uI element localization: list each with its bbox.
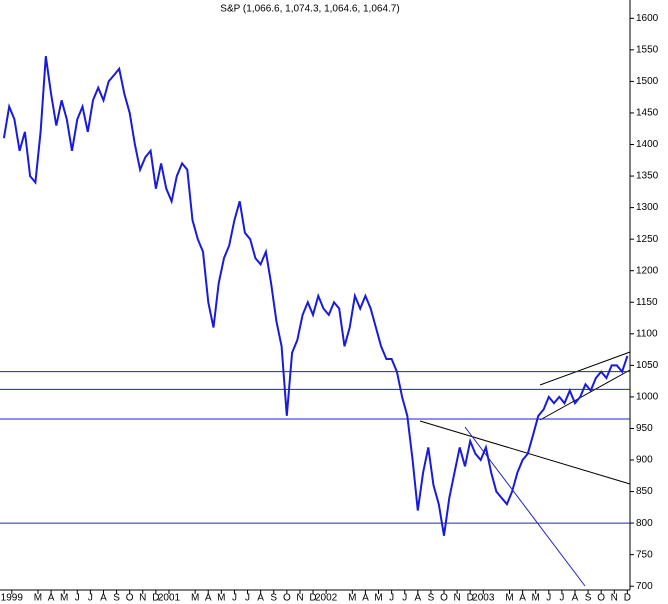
- x-tick-label: D: [152, 593, 159, 604]
- y-tick-label: 1600: [636, 13, 659, 24]
- y-tick-label: 1200: [636, 265, 659, 276]
- x-tick-label: D: [467, 593, 474, 604]
- x-tick-label: J: [389, 593, 394, 604]
- x-tick-label: N: [139, 593, 146, 604]
- y-tick-label: 850: [636, 486, 653, 497]
- y-tick-label: 950: [636, 423, 653, 434]
- x-tick-label: J: [546, 593, 551, 604]
- y-tick-label: 1250: [636, 234, 659, 245]
- x-tick-label: 1999: [1, 593, 24, 604]
- x-tick-label: N: [611, 593, 618, 604]
- x-tick-label: 2001: [158, 593, 181, 604]
- y-tick-label: 1400: [636, 139, 659, 150]
- y-tick-label: 900: [636, 455, 653, 466]
- x-tick-label: J: [402, 593, 407, 604]
- x-tick-label: 2002: [315, 593, 338, 604]
- x-tick-label: S: [428, 593, 435, 604]
- channel-line: [539, 351, 631, 386]
- x-tick-label: J: [88, 593, 93, 604]
- y-tick-label: 1050: [636, 360, 659, 371]
- x-tick-label: N: [453, 593, 460, 604]
- x-tick-label: J: [559, 593, 564, 604]
- x-tick-label: S: [585, 593, 592, 604]
- x-tick-label: O: [597, 593, 605, 604]
- x-tick-label: A: [414, 593, 421, 604]
- x-tick-label: A: [100, 593, 107, 604]
- x-tick-label: O: [440, 593, 448, 604]
- x-tick-label: S: [270, 593, 277, 604]
- x-tick-label: M: [217, 593, 225, 604]
- x-tick-label: O: [126, 593, 134, 604]
- x-tick-label: M: [374, 593, 382, 604]
- x-tick-label: M: [505, 593, 513, 604]
- x-tick-label: J: [232, 593, 237, 604]
- trend-line: [464, 426, 586, 587]
- x-tick-label: M: [60, 593, 68, 604]
- chart-title: S&P (1,066.6, 1,074.3, 1,064.6, 1,064.7): [220, 4, 399, 15]
- x-tick-label: O: [283, 593, 291, 604]
- x-tick-label: M: [532, 593, 540, 604]
- x-tick-label: J: [75, 593, 80, 604]
- y-tick-label: 1450: [636, 108, 659, 119]
- x-tick-label: A: [572, 593, 579, 604]
- y-tick-label: 1300: [636, 202, 659, 213]
- x-tick-label: A: [257, 593, 264, 604]
- x-tick-label: A: [205, 593, 212, 604]
- y-tick-label: 1350: [636, 171, 659, 182]
- x-tick-label: D: [309, 593, 316, 604]
- y-tick-label: 1500: [636, 76, 659, 87]
- x-tick-label: J: [245, 593, 250, 604]
- x-tick-label: A: [519, 593, 526, 604]
- x-tick-label: D: [624, 593, 631, 604]
- y-tick-label: 1550: [636, 44, 659, 55]
- x-tick-label: N: [296, 593, 303, 604]
- x-tick-label: A: [362, 593, 369, 604]
- y-tick-label: 1150: [636, 297, 658, 308]
- y-tick-label: 750: [636, 549, 653, 560]
- x-tick-label: A: [48, 593, 55, 604]
- x-tick-label: M: [34, 593, 42, 604]
- y-tick-label: 800: [636, 518, 653, 529]
- price-line: [2, 56, 629, 536]
- trend-line: [419, 420, 631, 485]
- y-tick-label: 1100: [636, 328, 658, 339]
- channel-line: [539, 369, 631, 421]
- x-tick-label: M: [191, 593, 199, 604]
- x-tick-label: S: [113, 593, 120, 604]
- y-tick-label: 700: [636, 581, 653, 592]
- x-tick-label: 2003: [472, 593, 495, 604]
- y-tick-label: 1000: [636, 392, 659, 403]
- x-tick-label: M: [348, 593, 356, 604]
